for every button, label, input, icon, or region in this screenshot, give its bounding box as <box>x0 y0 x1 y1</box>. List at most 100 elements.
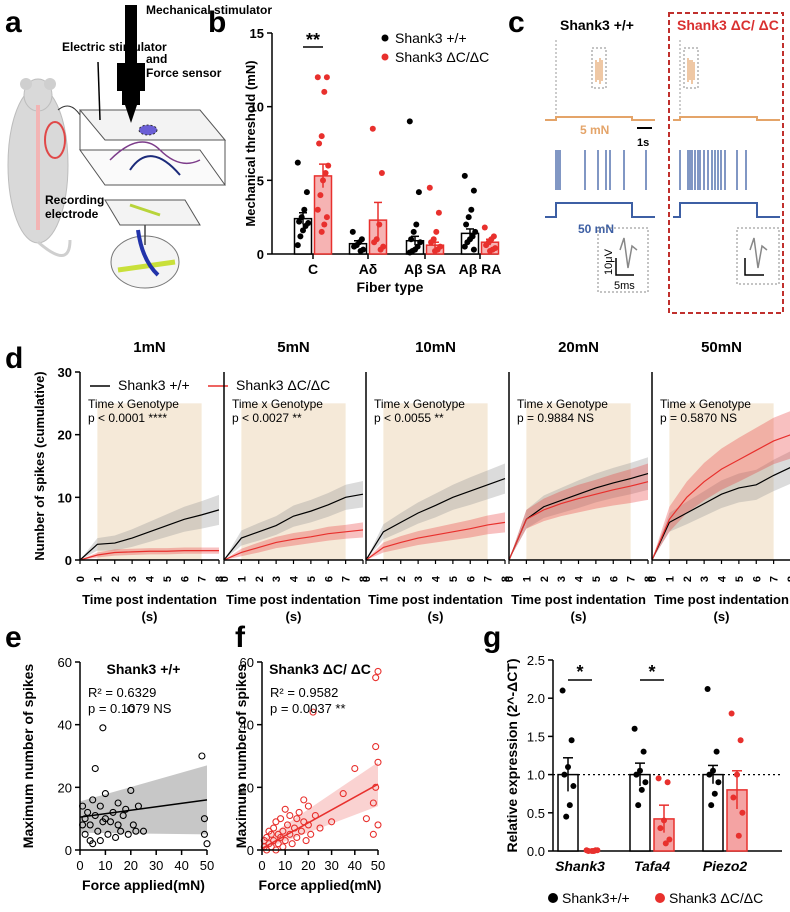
y-tick-label: 10 <box>250 100 264 115</box>
band-mut <box>366 512 505 560</box>
data-point <box>101 790 109 798</box>
x-tick-label: 4 <box>145 575 157 582</box>
series-line-mut <box>365 521 506 561</box>
x-tick-label: 6 <box>465 576 477 582</box>
data-point <box>304 821 312 829</box>
mechanical-stimulator-icon <box>117 5 145 123</box>
data-point <box>559 687 566 694</box>
data-point <box>631 725 638 732</box>
mutant-highlight-box <box>668 12 784 314</box>
data-point <box>472 228 479 235</box>
data-point <box>132 827 140 835</box>
x-tick-label: 1 <box>378 576 390 582</box>
data-point <box>406 118 413 125</box>
data-point <box>322 169 329 176</box>
data-point <box>303 189 310 196</box>
x-axis-unit: (s) <box>714 609 730 624</box>
data-point <box>566 802 573 809</box>
stim-trace-5mn-wt <box>545 116 655 121</box>
data-point <box>357 248 364 255</box>
x-tick-label: Aβ RA <box>459 261 502 277</box>
label-mechanical: Mechanical stimulator <box>146 3 272 17</box>
data-point <box>297 233 304 240</box>
x-tick-label: 5 <box>162 576 174 582</box>
x-tick-label: 8 <box>643 576 655 582</box>
data-point <box>661 817 667 824</box>
y-tick-label: 60 <box>58 655 72 670</box>
label-50mn: 50 mN <box>578 222 614 236</box>
x-axis-title: Time post indentation <box>368 592 503 607</box>
x-tick-label: 10 <box>278 858 292 873</box>
data-point <box>590 848 597 854</box>
data-point <box>200 815 209 823</box>
data-point <box>301 206 308 213</box>
data-point <box>339 790 347 798</box>
data-point <box>428 239 435 246</box>
high-force-spikes <box>555 150 747 190</box>
significance-star: ** <box>306 30 320 50</box>
subplot-title: 10mN <box>415 339 456 356</box>
data-point <box>134 802 142 810</box>
data-point <box>109 808 117 816</box>
fit-line <box>79 799 208 818</box>
label-force-sensor: Force sensor <box>146 66 222 80</box>
data-point <box>728 710 735 717</box>
significance-star: * <box>648 662 655 682</box>
stat-value: p < 0.0055 ** <box>374 411 444 425</box>
series-line-wt <box>79 509 220 561</box>
panel-letter-a: a <box>5 6 22 39</box>
x-tick-label: Shank3 <box>555 858 605 874</box>
volt-scale-label: 10μV <box>603 248 615 275</box>
data-point <box>119 811 127 820</box>
data-point <box>99 724 107 732</box>
data-point <box>351 243 358 250</box>
x-tick-label: 2 <box>682 576 694 582</box>
data-point <box>96 802 104 810</box>
data-point <box>708 802 715 809</box>
mouse-illustration <box>7 78 72 257</box>
x-tick-label: 4 <box>289 575 301 582</box>
data-point <box>655 775 662 782</box>
legend-label-mut: Shank3 ΔC/ΔC <box>236 377 330 393</box>
x-axis-unit: (s) <box>428 609 444 624</box>
data-point <box>362 815 370 823</box>
data-point <box>378 169 385 176</box>
data-point <box>739 809 746 816</box>
data-point <box>662 840 669 847</box>
data-point <box>321 88 328 95</box>
fit-confidence-band <box>80 765 207 835</box>
data-point <box>563 813 570 820</box>
data-point <box>267 830 275 838</box>
data-point <box>81 830 89 838</box>
data-point <box>281 805 289 813</box>
x-tick-label: 6 <box>323 576 335 582</box>
data-point <box>91 764 99 773</box>
r2-label: R² = 0.6329 <box>88 685 156 700</box>
band-wt <box>80 494 219 560</box>
legend-label-mut: Shank3 ΔC/ΔC <box>395 49 489 65</box>
scatter-title: Shank3 +/+ <box>107 661 181 677</box>
y-tick-label: 40 <box>58 718 72 733</box>
data-point <box>351 764 359 773</box>
x-tick-label: 0 <box>76 858 83 873</box>
x-axis-title: Time post indentation <box>226 592 361 607</box>
data-point <box>374 667 382 675</box>
data-point <box>426 184 433 191</box>
stat-value: p = 0.5870 NS <box>660 411 737 425</box>
data-point <box>470 246 477 253</box>
spike-scale-label: 5ms <box>614 280 635 292</box>
data-point <box>710 767 716 774</box>
data-point <box>318 228 325 235</box>
stat-label: Time x Genotype <box>88 397 179 411</box>
data-point <box>468 206 475 213</box>
x-axis-unit: (s) <box>142 609 158 624</box>
y-tick-label: 30 <box>58 365 72 380</box>
panel-c-traces: Shank3 +/+ Shank3 ΔC/ ΔC 5 mN 1s 50 mN 1… <box>545 12 784 314</box>
data-point <box>294 242 301 249</box>
data-point <box>408 236 415 243</box>
data-point <box>84 808 92 816</box>
stat-label: Time x Genotype <box>232 397 323 411</box>
data-point <box>470 187 477 194</box>
preparation-chamber <box>78 109 227 226</box>
data-point <box>642 779 649 786</box>
